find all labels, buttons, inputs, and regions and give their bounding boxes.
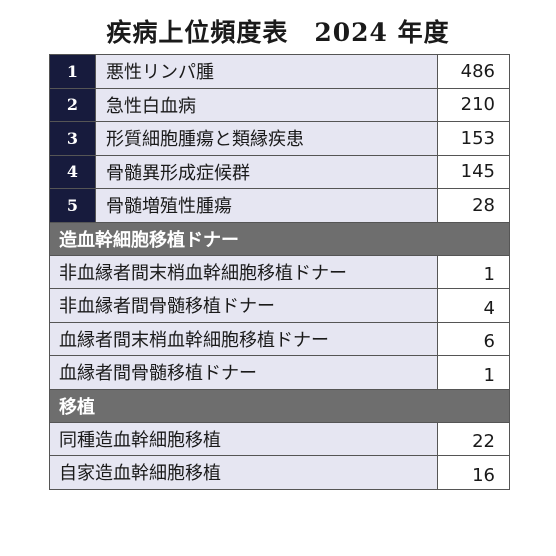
- transplant-row: 同種造血幹細胞移植 22: [50, 422, 510, 456]
- disease-label: 骨髄異形成症候群: [96, 155, 438, 188]
- case-count: 210: [438, 88, 510, 121]
- section-header-transplant: 移植: [50, 389, 510, 423]
- disease-label: 骨髄増殖性腫瘍: [96, 189, 438, 222]
- ranked-row-5: 5 骨髄増殖性腫瘍 28: [50, 189, 510, 223]
- donor-label: 血縁者間末梢血幹細胞移植ドナー: [50, 322, 438, 355]
- ranked-row-2: 2 急性白血病 210: [50, 88, 510, 122]
- transplant-row: 自家造血幹細胞移植 16: [50, 456, 510, 490]
- donor-label: 血縁者間骨髄移植ドナー: [50, 356, 438, 389]
- case-count: 153: [438, 122, 510, 155]
- rank-number: 1: [50, 55, 96, 88]
- donor-row: 血縁者間末梢血幹細胞移植ドナー 6: [50, 322, 510, 356]
- donor-row: 非血縁者間骨髄移植ドナー 4: [50, 289, 510, 323]
- title-main: 疾病上位頻度表: [106, 18, 289, 47]
- donor-count: 4: [438, 289, 510, 322]
- donor-row: 血縁者間骨髄移植ドナー 1: [50, 356, 510, 390]
- disease-label: 悪性リンパ腫: [96, 55, 438, 88]
- case-count: 28: [438, 189, 510, 222]
- donor-count: 6: [438, 322, 510, 355]
- frequency-table: 1 悪性リンパ腫 486 2 急性白血病 210 3 形質細胞腫瘍と類縁疾患 1…: [49, 54, 510, 490]
- rank-number: 3: [50, 122, 96, 155]
- donor-row: 非血縁者間末梢血幹細胞移植ドナー 1: [50, 255, 510, 289]
- donor-count: 1: [438, 356, 510, 389]
- donor-count: 1: [438, 255, 510, 288]
- transplant-label: 同種造血幹細胞移植: [50, 422, 438, 455]
- rank-number: 2: [50, 88, 96, 121]
- rank-number: 5: [50, 189, 96, 222]
- disease-label: 形質細胞腫瘍と類縁疾患: [96, 122, 438, 155]
- section-header-donor: 造血幹細胞移植ドナー: [50, 222, 510, 256]
- donor-label: 非血縁者間末梢血幹細胞移植ドナー: [50, 255, 438, 288]
- transplant-label: 自家造血幹細胞移植: [50, 456, 438, 489]
- rank-number: 4: [50, 155, 96, 188]
- ranked-row-4: 4 骨髄異形成症候群 145: [50, 155, 510, 189]
- page-title: 疾病上位頻度表 2024 年度: [0, 13, 556, 49]
- case-count: 486: [438, 55, 510, 88]
- transplant-count: 22: [438, 422, 510, 455]
- title-year: 2024 年度: [314, 18, 450, 47]
- transplant-count: 16: [438, 456, 510, 489]
- donor-label: 非血縁者間骨髄移植ドナー: [50, 289, 438, 322]
- case-count: 145: [438, 155, 510, 188]
- ranked-row-1: 1 悪性リンパ腫 486: [50, 55, 510, 89]
- disease-label: 急性白血病: [96, 88, 438, 121]
- ranked-row-3: 3 形質細胞腫瘍と類縁疾患 153: [50, 122, 510, 156]
